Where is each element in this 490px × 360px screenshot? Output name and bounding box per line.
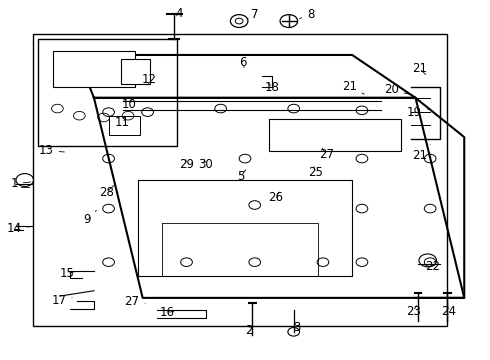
Text: 30: 30: [198, 158, 214, 171]
Text: 24: 24: [441, 305, 456, 318]
Text: 19: 19: [407, 106, 430, 120]
Text: 14: 14: [6, 222, 31, 235]
Text: 18: 18: [265, 81, 280, 94]
Text: 10: 10: [122, 98, 137, 111]
Text: 21: 21: [342, 80, 365, 94]
Text: 27: 27: [124, 295, 145, 308]
Text: 23: 23: [406, 305, 420, 318]
Text: 11: 11: [115, 116, 130, 129]
Text: 3: 3: [294, 321, 301, 334]
Text: 2: 2: [245, 324, 252, 337]
Text: 22: 22: [425, 260, 440, 273]
Text: 25: 25: [308, 166, 323, 179]
Text: 12: 12: [142, 73, 156, 86]
Text: 8: 8: [299, 9, 315, 22]
Text: 21: 21: [412, 62, 427, 75]
Text: 4: 4: [175, 8, 183, 21]
Text: 28: 28: [98, 185, 114, 199]
Bar: [109, 116, 140, 135]
Bar: [38, 39, 177, 146]
Text: 15: 15: [60, 267, 74, 280]
Text: 26: 26: [268, 192, 283, 204]
Text: 27: 27: [319, 148, 334, 161]
Text: 9: 9: [83, 210, 97, 226]
Text: 16: 16: [160, 306, 174, 319]
Text: 29: 29: [179, 158, 194, 171]
Text: 17: 17: [51, 294, 72, 307]
Text: 20: 20: [384, 84, 412, 96]
Bar: [121, 59, 150, 84]
Bar: [52, 51, 135, 87]
Bar: [33, 33, 447, 327]
Text: 7: 7: [247, 9, 259, 22]
Text: 13: 13: [39, 144, 64, 157]
Text: 1: 1: [10, 177, 31, 190]
Text: 6: 6: [239, 56, 246, 69]
Text: 21: 21: [412, 144, 430, 162]
Text: 5: 5: [238, 170, 246, 183]
